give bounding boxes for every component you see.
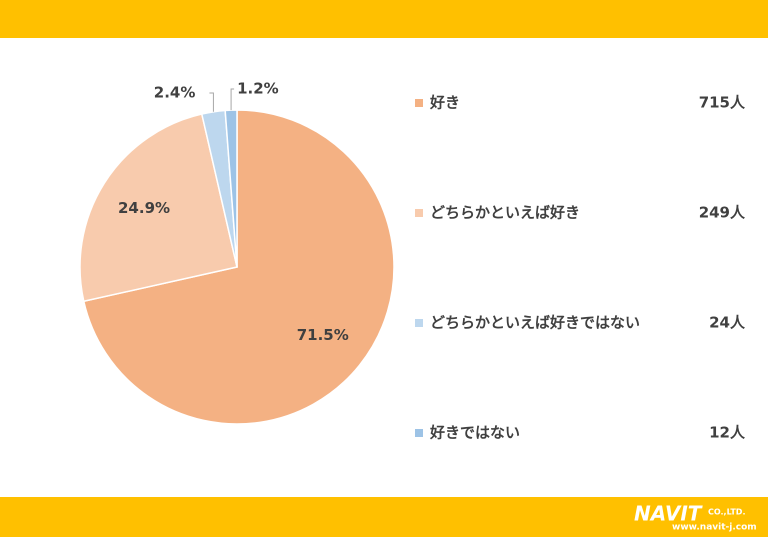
legend-label: 好き — [429, 94, 460, 112]
leader-line — [230, 88, 235, 111]
pie-slice — [82, 109, 395, 425]
legend-count: 249人 — [699, 204, 746, 222]
legend-label: どちらかといえば好き — [430, 204, 580, 222]
legend-swatch — [415, 319, 423, 327]
data-label: 24.9% — [118, 199, 170, 217]
top-bar — [0, 0, 768, 38]
legend-count: 715人 — [699, 94, 746, 112]
logo: NAVIT — [634, 502, 703, 526]
legend-label: どちらかといえば好きではない — [430, 314, 640, 332]
legend-label: 好きではない — [429, 424, 520, 442]
data-label: 2.4% — [154, 84, 196, 102]
bottom-bar — [0, 497, 768, 537]
legend-swatch — [415, 99, 423, 107]
logo-url: www.navit-j.com — [672, 523, 757, 533]
data-label: 1.2% — [237, 80, 279, 98]
data-label: 71.5% — [297, 326, 349, 344]
leader-line — [209, 92, 214, 112]
logo-company: CO.,LTD. — [708, 508, 745, 517]
pie-slice — [79, 113, 238, 303]
legend-swatch — [415, 209, 423, 217]
legend-swatch — [415, 429, 423, 437]
legend-count: 24人 — [709, 314, 746, 332]
legend-count: 12人 — [709, 424, 746, 442]
